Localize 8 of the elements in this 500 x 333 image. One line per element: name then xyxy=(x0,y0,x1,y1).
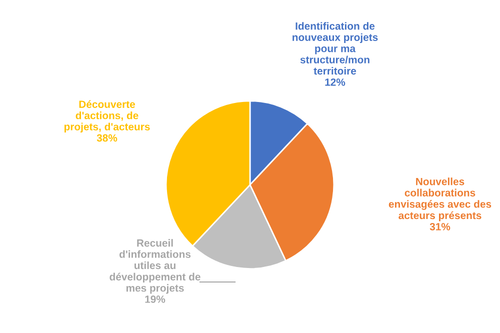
data-label: 12% xyxy=(325,78,346,86)
data-label: 31% xyxy=(430,222,450,230)
slice-label: Identification de nouveaux projets pour ma structure/mon territoire xyxy=(292,22,378,75)
data-label: 19% xyxy=(145,296,166,303)
slice-label: Recueil d'informations utiles au développement de mes projets xyxy=(110,239,200,294)
slice-label: Nouvelles collaborations envisagées avec des acteurs présents xyxy=(388,178,492,222)
data-label: 38% xyxy=(96,134,118,142)
slice-label: Découverte d'actions, de projets, d'acteurs xyxy=(64,100,150,132)
